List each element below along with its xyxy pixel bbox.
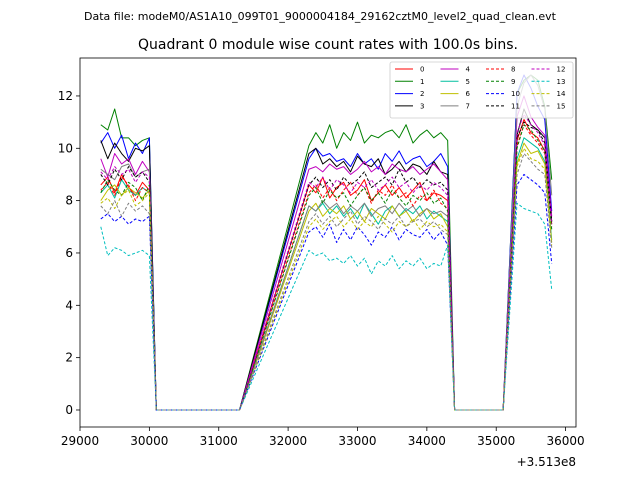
- x-tick-label: 34000: [408, 434, 446, 448]
- y-tick-label: 4: [65, 298, 73, 312]
- chart-title: Quadrant 0 module wise count rates with …: [138, 37, 518, 53]
- legend-label-module-1: 1: [420, 78, 424, 86]
- legend-label-module-11: 11: [511, 102, 520, 110]
- x-tick-label: 29000: [61, 434, 99, 448]
- legend-box: [389, 61, 574, 119]
- x-tick-label: 31000: [200, 434, 238, 448]
- y-tick-label: 2: [65, 351, 73, 365]
- x-tick-label: 32000: [269, 434, 307, 448]
- plot-frame: [79, 57, 577, 428]
- series-layer: [100, 74, 553, 411]
- legend-label-module-9: 9: [511, 78, 515, 86]
- y-tick-label: 6: [65, 246, 73, 260]
- legend-label-module-10: 10: [511, 90, 520, 98]
- legend-label-module-12: 12: [557, 66, 566, 74]
- legend-label-module-15: 15: [557, 102, 566, 110]
- plot-area: [80, 58, 576, 427]
- legend-label-module-7: 7: [466, 102, 470, 110]
- x-tick-label: 35000: [477, 434, 515, 448]
- legend-label-module-3: 3: [420, 102, 424, 110]
- suptitle: Data file: modeM0/AS1A10_099T01_90000041…: [84, 10, 557, 23]
- x-tick-label: 36000: [547, 434, 585, 448]
- legend-label-module-8: 8: [511, 66, 515, 74]
- legend-label-module-4: 4: [466, 66, 471, 74]
- x-offset-label: +3.513e8: [517, 455, 576, 469]
- y-tick-label: 12: [58, 89, 73, 103]
- legend-label-module-0: 0: [420, 66, 424, 74]
- legend-label-module-13: 13: [557, 78, 566, 86]
- y-tick-label: 0: [65, 403, 73, 417]
- y-tick-label: 10: [58, 141, 73, 155]
- legend-label-module-14: 14: [557, 90, 566, 98]
- x-tick-label: 30000: [130, 434, 168, 448]
- legend-label-module-2: 2: [420, 90, 424, 98]
- y-tick-label: 8: [65, 194, 73, 208]
- series-line-module-15: [100, 153, 553, 411]
- legend-label-module-6: 6: [466, 90, 471, 98]
- tick-layer: 29000 30000 31000 32000 33000 34000 35000 36000…: [58, 89, 585, 448]
- legend-label-module-5: 5: [466, 78, 470, 86]
- x-tick-label: 33000: [338, 434, 376, 448]
